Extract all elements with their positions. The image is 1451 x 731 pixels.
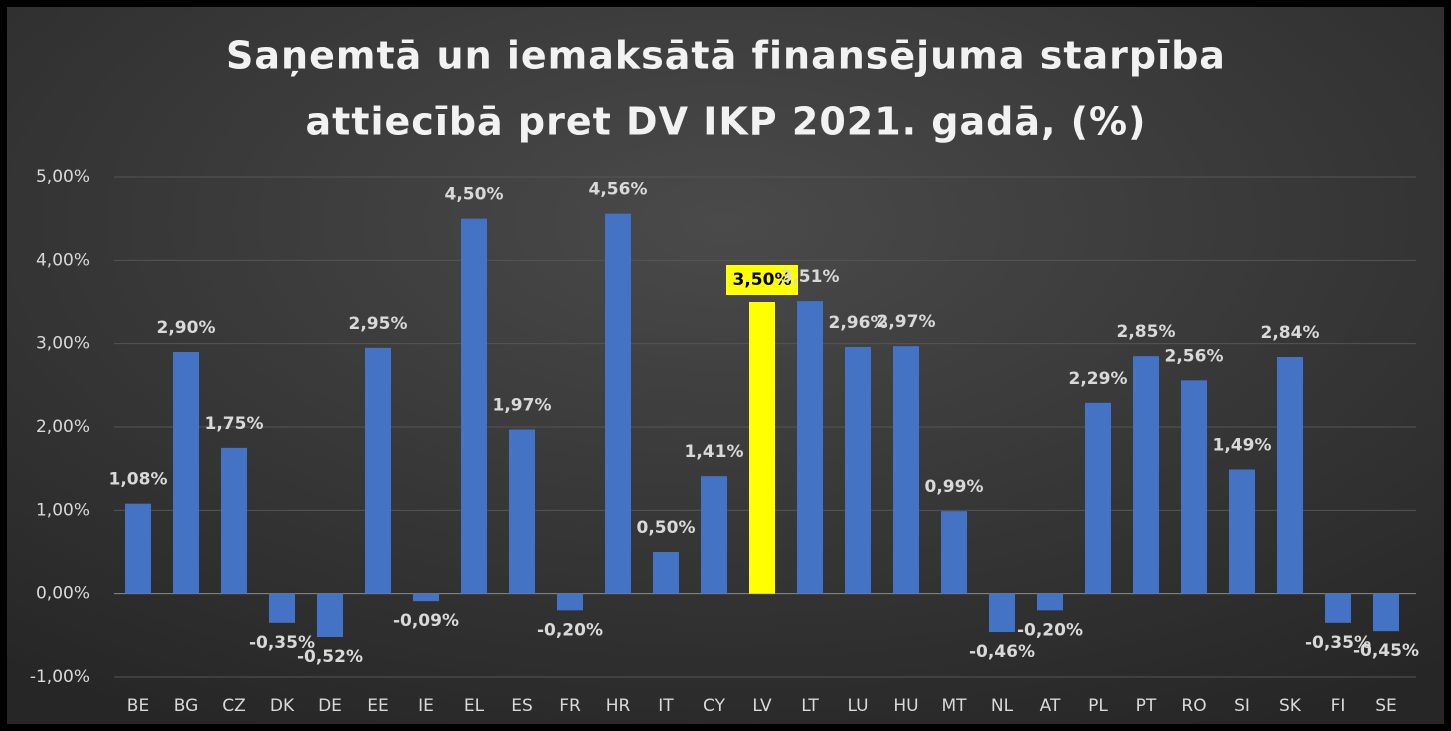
value-label: 4,56% xyxy=(589,180,648,200)
y-tick-label: -1,00% xyxy=(30,667,90,687)
x-tick-label: SE xyxy=(1375,696,1397,716)
value-label: 2,95% xyxy=(349,314,408,334)
value-label: 1,75% xyxy=(205,414,264,434)
value-label: 3,51% xyxy=(781,267,840,287)
y-tick-label: 4,00% xyxy=(36,250,90,270)
value-label: 3,50% xyxy=(733,270,792,290)
bar xyxy=(605,213,631,594)
value-label: 0,50% xyxy=(637,518,696,538)
x-tick-label: LV xyxy=(752,696,772,716)
value-label: -0,35% xyxy=(1305,633,1371,653)
bar xyxy=(1373,593,1399,632)
x-tick-label: HU xyxy=(893,696,918,716)
value-label: -0,20% xyxy=(537,620,603,640)
bar xyxy=(989,593,1015,632)
y-tick-label: 0,00% xyxy=(36,584,90,604)
value-label: -0,45% xyxy=(1353,641,1419,661)
x-tick-label: IE xyxy=(418,696,434,716)
bar xyxy=(317,593,343,637)
x-tick-label: DE xyxy=(318,696,342,716)
x-tick-label: CZ xyxy=(222,696,246,716)
bar xyxy=(941,511,967,594)
value-label: 2,90% xyxy=(157,318,216,338)
bar xyxy=(749,302,775,594)
bar xyxy=(1133,356,1159,594)
value-label: -0,09% xyxy=(393,611,459,631)
bar xyxy=(125,503,151,594)
bar xyxy=(1325,593,1351,623)
value-label: 2,85% xyxy=(1117,322,1176,342)
x-tick-label: SI xyxy=(1234,696,1250,716)
value-label: -0,52% xyxy=(297,647,363,667)
bar xyxy=(1229,469,1255,594)
value-label: 1,08% xyxy=(109,470,168,490)
chart-title: attiecībā pret DV IKP 2021. gadā, (%) xyxy=(306,100,1147,144)
bar xyxy=(557,593,583,611)
x-tick-label: CY xyxy=(703,696,726,716)
x-tick-label: PL xyxy=(1088,696,1108,716)
bar xyxy=(365,347,391,594)
y-tick-label: 1,00% xyxy=(36,500,90,520)
bar xyxy=(269,593,295,623)
y-tick-label: 2,00% xyxy=(36,417,90,437)
value-label: 0,99% xyxy=(925,477,984,497)
x-tick-label: FI xyxy=(1331,696,1346,716)
bar xyxy=(509,429,535,594)
bar xyxy=(413,593,439,602)
x-tick-label: AT xyxy=(1040,696,1061,716)
x-tick-label: MT xyxy=(941,696,967,716)
bar xyxy=(1085,402,1111,594)
value-label: 1,41% xyxy=(685,442,744,462)
label-box xyxy=(726,265,798,295)
value-label: 2,97% xyxy=(877,312,936,332)
value-label: 1,49% xyxy=(1213,436,1272,456)
value-label: 2,56% xyxy=(1165,346,1224,366)
background xyxy=(7,7,1444,724)
x-tick-label: EE xyxy=(367,696,388,716)
y-tick-label: 5,00% xyxy=(36,167,90,187)
value-label: 4,50% xyxy=(445,185,504,205)
value-label: 2,84% xyxy=(1261,323,1320,343)
bar xyxy=(845,347,871,594)
x-tick-label: SK xyxy=(1279,696,1302,716)
x-tick-label: NL xyxy=(991,696,1014,716)
value-label: 1,97% xyxy=(493,396,552,416)
x-tick-label: IT xyxy=(658,696,674,716)
x-tick-label: DK xyxy=(270,696,295,716)
bar xyxy=(701,476,727,594)
x-tick-label: HR xyxy=(606,696,631,716)
bar xyxy=(893,346,919,594)
bar xyxy=(221,447,247,594)
x-tick-label: LU xyxy=(847,696,868,716)
x-tick-label: BG xyxy=(174,696,199,716)
value-label: 2,29% xyxy=(1069,369,1128,389)
bar xyxy=(653,552,679,594)
x-tick-label: FR xyxy=(559,696,581,716)
bar xyxy=(173,352,199,594)
x-tick-label: PT xyxy=(1136,696,1157,716)
x-tick-label: BE xyxy=(127,696,149,716)
bar xyxy=(1181,380,1207,594)
chart-title: Saņemtā un iemaksātā finansējuma starpīb… xyxy=(226,34,1226,78)
bar xyxy=(1037,593,1063,611)
bar xyxy=(461,218,487,594)
value-label: -0,35% xyxy=(249,633,315,653)
x-tick-label: LT xyxy=(801,696,819,716)
value-label: 2,96% xyxy=(829,313,888,333)
y-tick-label: 3,00% xyxy=(36,334,90,354)
bar xyxy=(797,301,823,594)
bar xyxy=(1277,357,1303,594)
value-label: -0,46% xyxy=(969,642,1035,662)
x-tick-label: RO xyxy=(1181,696,1206,716)
x-tick-label: ES xyxy=(511,696,533,716)
x-tick-label: EL xyxy=(464,696,485,716)
value-label: -0,20% xyxy=(1017,620,1083,640)
